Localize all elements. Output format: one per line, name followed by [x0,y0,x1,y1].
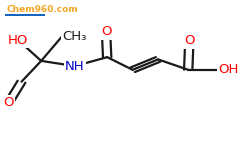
Text: O: O [4,96,14,109]
FancyBboxPatch shape [5,14,45,16]
Text: O: O [101,25,111,38]
Text: Chem960.com: Chem960.com [7,5,78,14]
Text: HO: HO [8,34,28,47]
Text: O: O [184,34,195,47]
Text: CH₃: CH₃ [62,30,86,43]
Text: NH: NH [65,60,85,73]
Text: OH: OH [218,63,239,76]
